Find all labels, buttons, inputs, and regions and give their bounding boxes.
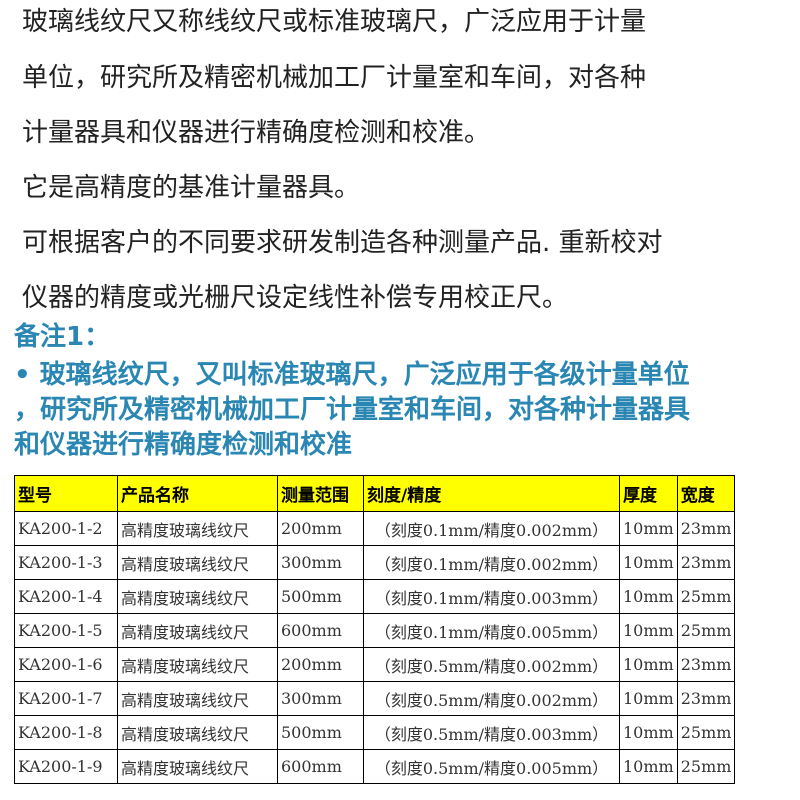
note-title: 备注1：	[14, 322, 111, 352]
column-header-product-name: 产品名称	[117, 475, 278, 512]
cell-thickness: 10mm	[619, 613, 678, 648]
column-header-range: 测量范围	[277, 475, 364, 512]
table-row: KA200-1-3 高精度玻璃线纹尺 300mm （刻度0.1mm/精度0.002mm…	[14, 545, 736, 580]
table-row: KA200-1-7 高精度玻璃线纹尺 300mm （刻度0.5mm/精度0.002mm…	[14, 681, 736, 716]
intro-line: 玻璃线纹尺又称线纹尺或标准玻璃尺，广泛应用于计量	[22, 7, 647, 37]
cell-scale-precision: （刻度0.1mm/精度0.002mm）	[363, 511, 620, 546]
table-row: KA200-1-6 高精度玻璃线纹尺 200mm （刻度0.5mm/精度0.002mm…	[14, 647, 736, 682]
column-header-scale-precision: 刻度/精度	[363, 475, 620, 512]
cell-range: 300mm	[277, 681, 364, 716]
table-row: KA200-1-9 高精度玻璃线纹尺 600mm （刻度0.5mm/精度0.005mm…	[14, 749, 736, 784]
spec-table: 型号 产品名称 测量范围 刻度/精度 厚度 宽度 KA200-1-2 高精度玻璃线纹尺 200…	[14, 475, 736, 784]
cell-range: 600mm	[277, 613, 364, 648]
cell-scale-precision: （刻度0.1mm/精度0.005mm）	[363, 613, 620, 648]
cell-range: 500mm	[277, 715, 364, 750]
cell-scale-precision: （刻度0.5mm/精度0.002mm）	[363, 681, 620, 716]
cell-thickness: 10mm	[619, 545, 678, 580]
cell-product-name: 高精度玻璃线纹尺	[117, 647, 278, 682]
intro-line: 计量器具和仪器进行精确度检测和校准。	[22, 118, 491, 148]
cell-width: 25mm	[676, 613, 736, 648]
cell-product-name: 高精度玻璃线纹尺	[117, 749, 278, 784]
cell-scale-precision: （刻度0.5mm/精度0.003mm）	[363, 715, 620, 750]
cell-thickness: 10mm	[619, 681, 678, 716]
cell-scale-precision: （刻度0.5mm/精度0.002mm）	[363, 647, 620, 682]
cell-range: 600mm	[277, 749, 364, 784]
cell-width: 23mm	[676, 511, 736, 546]
cell-width: 23mm	[676, 545, 736, 580]
cell-range: 200mm	[277, 647, 364, 682]
table-row: KA200-1-5 高精度玻璃线纹尺 600mm （刻度0.1mm/精度0.005mm…	[14, 613, 736, 648]
cell-range: 500mm	[277, 579, 364, 614]
cell-model: KA200-1-4	[14, 579, 118, 614]
cell-width: 23mm	[676, 647, 736, 682]
intro-line: 可根据客户的不同要求研发制造各种测量产品. 重新校对	[22, 228, 663, 258]
table-header-row: 型号 产品名称 测量范围 刻度/精度 厚度 宽度	[14, 475, 736, 512]
table-row: KA200-1-8 高精度玻璃线纹尺 500mm （刻度0.5mm/精度0.003mm…	[14, 715, 736, 750]
cell-product-name: 高精度玻璃线纹尺	[117, 545, 278, 580]
cell-width: 25mm	[676, 749, 736, 784]
cell-model: KA200-1-2	[14, 511, 118, 546]
cell-model: KA200-1-6	[14, 647, 118, 682]
cell-model: KA200-1-5	[14, 613, 118, 648]
cell-product-name: 高精度玻璃线纹尺	[117, 681, 278, 716]
intro-line: 仪器的精度或光栅尺设定线性补偿专用校正尺。	[22, 283, 569, 313]
note-line: ，研究所及精密机械加工厂计量室和车间，对各种计量器具	[14, 395, 691, 425]
cell-width: 25mm	[676, 715, 736, 750]
cell-product-name: 高精度玻璃线纹尺	[117, 715, 278, 750]
cell-width: 25mm	[676, 579, 736, 614]
cell-width: 23mm	[676, 681, 736, 716]
cell-scale-precision: （刻度0.5mm/精度0.005mm）	[363, 749, 620, 784]
cell-model: KA200-1-8	[14, 715, 118, 750]
cell-model: KA200-1-7	[14, 681, 118, 716]
cell-product-name: 高精度玻璃线纹尺	[117, 579, 278, 614]
cell-thickness: 10mm	[619, 647, 678, 682]
cell-range: 300mm	[277, 545, 364, 580]
column-header-model: 型号	[14, 475, 118, 512]
table-row: KA200-1-2 高精度玻璃线纹尺 200mm （刻度0.1mm/精度0.002mm…	[14, 511, 736, 546]
table-row: KA200-1-4 高精度玻璃线纹尺 500mm （刻度0.1mm/精度0.003mm…	[14, 579, 736, 614]
cell-product-name: 高精度玻璃线纹尺	[117, 613, 278, 648]
cell-product-name: 高精度玻璃线纹尺	[117, 511, 278, 546]
cell-thickness: 10mm	[619, 749, 678, 784]
cell-thickness: 10mm	[619, 511, 678, 546]
note-line: 和仪器进行精确度检测和校准	[14, 430, 353, 460]
column-header-width: 宽度	[676, 475, 736, 512]
cell-thickness: 10mm	[619, 579, 678, 614]
cell-model: KA200-1-3	[14, 545, 118, 580]
note-line: • 玻璃线纹尺，又叫标准玻璃尺，广泛应用于各级计量单位	[14, 360, 690, 390]
cell-scale-precision: （刻度0.1mm/精度0.002mm）	[363, 545, 620, 580]
cell-range: 200mm	[277, 511, 364, 546]
intro-line: 单位，研究所及精密机械加工厂计量室和车间，对各种	[22, 63, 647, 93]
column-header-thickness: 厚度	[619, 475, 678, 512]
intro-line: 它是高精度的基准计量器具。	[22, 173, 361, 203]
cell-model: KA200-1-9	[14, 749, 118, 784]
cell-thickness: 10mm	[619, 715, 678, 750]
cell-scale-precision: （刻度0.1mm/精度0.003mm）	[363, 579, 620, 614]
